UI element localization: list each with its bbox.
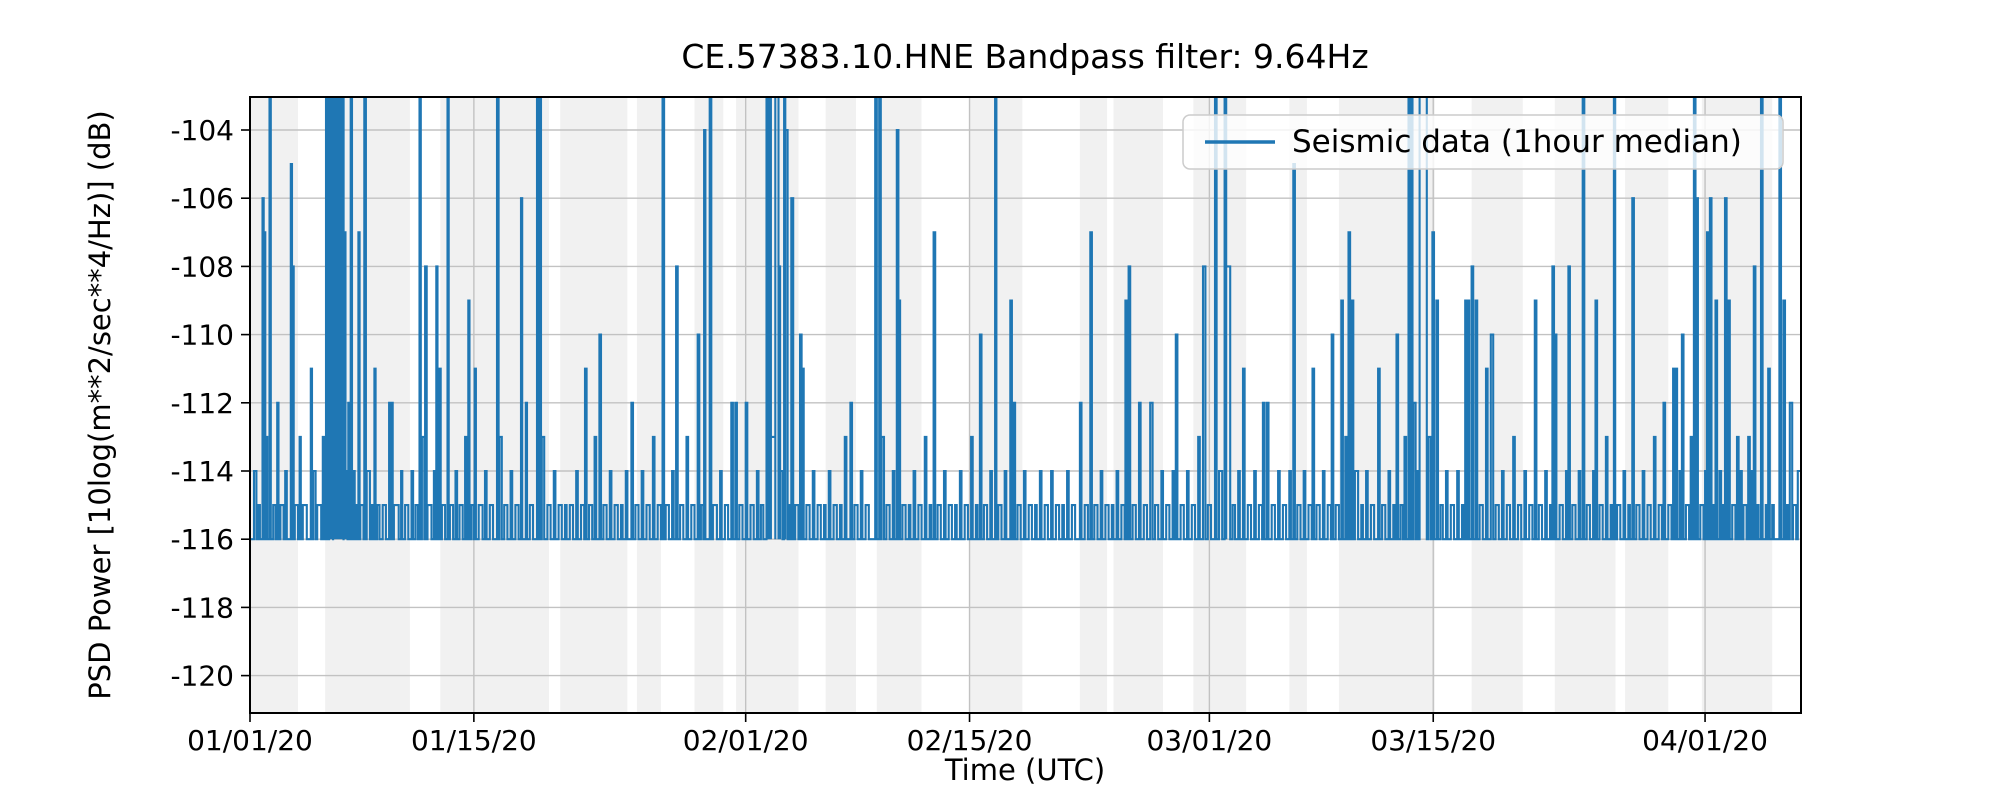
- x-axis-label: Time (UTC): [944, 753, 1105, 787]
- seismic-data-line: [250, 97, 1801, 541]
- y-tick-label: -112: [170, 387, 234, 420]
- x-tick-labels: 01/01/20 01/15/20 02/01/20 02/15/20 03/01/20…: [187, 713, 1768, 757]
- background-band: [1522, 97, 1555, 713]
- background-band: [1107, 97, 1114, 713]
- legend-box: [1182, 114, 1784, 170]
- background-band: [856, 97, 877, 713]
- y-tick-label: -116: [170, 523, 234, 556]
- background-band: [1615, 97, 1626, 713]
- background-band: [723, 97, 737, 713]
- x-tick-label: 02/15/20: [907, 724, 1033, 757]
- y-tick-label: -110: [170, 319, 234, 352]
- background-band: [549, 97, 561, 713]
- y-tick-labels: -104 -106 -108 -110 -112 -114 -116 -118 -120: [170, 114, 250, 693]
- x-tick-label: 01/01/20: [187, 724, 313, 757]
- chart-title: CE.57383.10.HNE Bandpass filter: 9.64Hz: [681, 37, 1368, 76]
- y-tick-label: -106: [170, 182, 234, 215]
- y-tick-label: -114: [170, 455, 234, 488]
- x-tick-label: 01/15/20: [411, 724, 537, 757]
- x-tick-label: 02/01/20: [683, 724, 809, 757]
- y-tick-label: -118: [170, 591, 234, 624]
- legend: Seismic data (1hour median): [1182, 114, 1784, 170]
- background-band: [921, 97, 970, 713]
- x-tick-label: 03/15/20: [1370, 724, 1496, 757]
- legend-label: Seismic data (1hour median): [1292, 124, 1742, 160]
- plot-spines: [249, 96, 1802, 714]
- y-axis-label: PSD Power [10log(m**2/sec**4/Hz)] (dB): [83, 110, 117, 699]
- background-band: [1022, 97, 1080, 713]
- seismic-series-path: [250, 97, 1801, 541]
- y-tick-label: -120: [170, 660, 234, 693]
- x-tick-label: 04/01/20: [1642, 724, 1768, 757]
- x-tick-label: 03/01/20: [1146, 724, 1272, 757]
- y-tick-label: -104: [170, 114, 234, 147]
- y-tick-label: -108: [170, 250, 234, 283]
- axes-frame: [249, 96, 1802, 714]
- background-band: [1772, 97, 1801, 713]
